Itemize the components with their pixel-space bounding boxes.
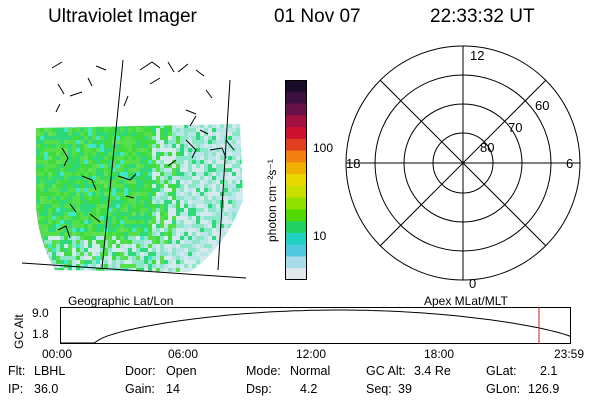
instrument-title: Ultraviolet Imager xyxy=(48,6,197,27)
filter-value: LBHL xyxy=(34,364,66,378)
colorbar-stripe xyxy=(285,127,307,140)
mlt-label-12: 12 xyxy=(470,48,484,63)
time-tick-1800: 18:00 xyxy=(424,347,455,361)
coastline-outlines xyxy=(51,61,235,239)
altitude-axis-title: GC Alt xyxy=(12,314,26,349)
glon-value: 126.9 xyxy=(528,382,560,396)
lat-label-70: 70 xyxy=(508,120,522,135)
dsp-value: 4.2 xyxy=(300,382,318,396)
gain-label: Gain: xyxy=(125,382,155,396)
colorbar-stripe xyxy=(285,80,307,93)
colorbar-border xyxy=(285,80,307,280)
colorbar-stripe xyxy=(285,197,307,211)
colorbar-stripe xyxy=(285,162,307,175)
altitude-tick-1-8: 1.8 xyxy=(32,327,49,341)
colorbar-stripe xyxy=(285,115,307,128)
colorbar-tick-100: 100 xyxy=(313,141,334,155)
time-label: 22:33:32 UT xyxy=(430,6,535,27)
geographic-panel-label: Geographic Lat/Lon xyxy=(68,294,174,308)
mode-value: Normal xyxy=(290,364,331,378)
mlt-label-0: 0 xyxy=(469,276,476,291)
colorbar-stripe xyxy=(285,103,307,116)
colorbar-stripe xyxy=(285,150,307,163)
glon-label: GLon: xyxy=(486,382,521,396)
colorbar-stripe xyxy=(285,138,307,152)
door-label: Door: xyxy=(125,364,156,378)
lat-label-80: 80 xyxy=(480,140,494,155)
colorbar-tick-10: 10 xyxy=(313,229,327,243)
glat-value: 2.1 xyxy=(540,364,558,378)
colorbar xyxy=(285,80,307,281)
altitude-tick-9: 9.0 xyxy=(32,306,49,320)
gc-alt-value: 3.4 Re xyxy=(414,364,451,378)
altitude-plot xyxy=(60,307,572,344)
colorbar-stripe xyxy=(285,232,307,246)
ip-value: 36.0 xyxy=(34,382,59,396)
uv-image-panel xyxy=(21,59,247,279)
ip-label: IP: xyxy=(8,382,24,396)
time-tick-1200: 12:00 xyxy=(296,347,327,361)
date-label: 01 Nov 07 xyxy=(274,6,361,27)
colorbar-stripe xyxy=(285,174,307,187)
seq-label: Seq: xyxy=(366,382,392,396)
gc-alt-label: GC Alt: xyxy=(366,364,406,378)
door-value: Open xyxy=(166,364,197,378)
altitude-curve xyxy=(60,309,572,344)
lat-lon-gridlines xyxy=(21,59,247,279)
colorbar-stripe xyxy=(285,256,307,269)
colorbar-stripe xyxy=(285,221,307,234)
gain-value: 14 xyxy=(166,382,180,396)
colorbar-stripe xyxy=(285,244,307,258)
mlt-label-18: 18 xyxy=(346,156,360,171)
mode-label: Mode: xyxy=(246,364,281,378)
time-tick-0600: 06:00 xyxy=(168,347,199,361)
uv-emission-pixels xyxy=(36,124,243,272)
time-tick-0000: 00:00 xyxy=(42,347,73,361)
time-tick-2359: 23:59 xyxy=(554,347,585,361)
filter-label: Flt: xyxy=(8,364,26,378)
seq-value: 39 xyxy=(398,382,412,396)
lat-label-60: 60 xyxy=(535,98,549,113)
colorbar-unit-label: photon cm⁻²s⁻¹ xyxy=(265,159,279,242)
colorbar-stripe xyxy=(285,185,307,199)
dsp-label: Dsp: xyxy=(246,382,272,396)
colorbar-stripe xyxy=(285,268,307,281)
glat-label: GLat: xyxy=(486,364,517,378)
colorbar-stripe xyxy=(285,91,307,105)
mlt-label-6: 6 xyxy=(566,156,573,171)
apex-panel-label: Apex MLat/MLT xyxy=(424,294,508,308)
polar-grid: 12 6 0 18 60 70 80 xyxy=(345,45,581,291)
colorbar-stripe xyxy=(285,209,307,222)
